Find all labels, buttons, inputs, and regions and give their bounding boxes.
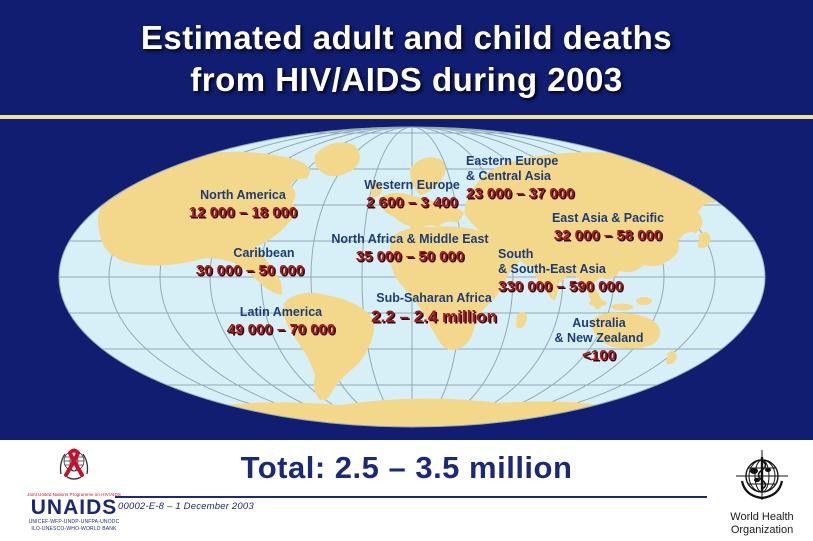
region-value: 32 000 – 58 000 — [553, 226, 663, 244]
region-latin-america: Latin America 49 000 – 70 000 — [227, 305, 335, 338]
region-name: Australia & New Zealand — [554, 316, 644, 345]
who-name-line1: World Health — [730, 511, 794, 523]
title-divider — [0, 115, 813, 119]
island-new-zealand — [666, 350, 677, 365]
slide-code: 00002-E-8 – 1 December 2003 — [118, 501, 254, 512]
aids-ribbon-icon — [64, 448, 84, 477]
island-madagascar — [516, 311, 527, 328]
map-rim — [58, 126, 766, 428]
continent-shapes — [98, 142, 719, 427]
world-map — [58, 126, 766, 428]
region-caribbean: Caribbean 30 000 – 50 000 — [196, 246, 304, 279]
who-emblem-icon — [736, 450, 788, 500]
region-name: Sub-Saharan Africa — [376, 291, 492, 305]
total-deaths: Total: 2.5 – 3.5 million — [240, 450, 573, 485]
region-western-europe: Western Europe 2 600 – 3 400 — [364, 178, 460, 211]
region-australia-new-zealand: Australia & New Zealand <100 — [555, 316, 644, 364]
region-sub-saharan-africa: Sub-Saharan Africa 2.2 – 2.4 million — [371, 291, 497, 326]
region-value: 2 600 – 3 400 — [366, 193, 458, 211]
region-north-america: North America 12 000 – 18 000 — [189, 188, 297, 221]
region-north-africa-middle-east: North Africa & Middle East 35 000 – 50 0… — [331, 232, 488, 265]
unaids-emblem-icon — [59, 448, 89, 480]
unaids-cosponsors-line1: UNICEF-WFP-UNDP-UNFPA-UNODC — [28, 519, 120, 526]
region-value: 330 000 – 590 000 — [498, 277, 624, 295]
region-value: 30 000 – 50 000 — [195, 261, 305, 279]
region-name: South & South-East Asia — [498, 247, 606, 276]
slide-title: Estimated adult and child deaths from HI… — [0, 17, 813, 101]
map-panel: North America 12 000 – 18 000 Western Eu… — [0, 117, 813, 440]
who-name-line2: Organization — [730, 523, 794, 536]
region-value: <100 — [582, 346, 616, 364]
island-japan — [698, 231, 711, 248]
continent-australia — [590, 312, 660, 349]
island-new-guinea — [636, 297, 652, 305]
region-name: North Africa & Middle East — [331, 232, 489, 246]
footer-rule — [115, 496, 707, 498]
unaids-tagline: Joint United Nations Programme on HIV/AI… — [27, 492, 121, 497]
region-eastern-europe-central-asia: Eastern Europe & Central Asia 23 000 – 3… — [466, 154, 574, 202]
continent-europe — [378, 192, 464, 229]
region-value: 2.2 – 2.4 million — [371, 306, 497, 326]
unaids-cosponsors-line2: ILO-UNESCO-WHO-WORLD BANK — [31, 526, 117, 533]
footer: Joint United Nations Programme on HIV/AI… — [0, 440, 813, 541]
continent-antarctica — [165, 398, 650, 427]
slide-title-line1: Estimated adult and child deaths — [140, 19, 673, 56]
unaids-wordmark: UNAIDS — [30, 496, 118, 520]
unaids-logo: Joint United Nations Programme on HIV/AI… — [22, 446, 126, 533]
island-britain — [370, 181, 383, 198]
region-name: East Asia & Pacific — [551, 211, 665, 225]
region-value: 12 000 – 18 000 — [188, 203, 298, 221]
continent-africa — [389, 226, 520, 350]
region-east-asia-pacific: East Asia & Pacific 32 000 – 58 000 — [552, 211, 664, 244]
region-value: 23 000 – 37 000 — [466, 184, 575, 202]
island-greenland — [314, 142, 360, 177]
slide-title-line2: from HIV/AIDS during 2003 — [190, 60, 623, 98]
region-name: Eastern Europe & Central Asia — [466, 154, 559, 183]
region-name: Latin America — [239, 305, 323, 319]
region-name: Western Europe — [364, 178, 460, 192]
continent-north-america — [98, 151, 310, 295]
region-india — [534, 266, 559, 301]
continent-south-america — [283, 292, 374, 401]
region-name: North America — [200, 188, 286, 202]
region-south-southeast-asia: South & South-East Asia 330 000 – 590 00… — [498, 247, 623, 295]
region-value: 35 000 – 50 000 — [355, 247, 465, 265]
island-java — [611, 303, 633, 311]
region-value: 49 000 – 70 000 — [226, 320, 336, 338]
title-banner: Estimated adult and child deaths from HI… — [0, 0, 813, 117]
continent-asia — [464, 152, 719, 285]
island-sumatra — [589, 299, 607, 307]
region-name: Caribbean — [233, 246, 295, 260]
region-scandinavia — [410, 157, 446, 195]
who-logo: World Health Organization — [716, 450, 808, 536]
who-name: World Health Organization — [716, 511, 808, 536]
